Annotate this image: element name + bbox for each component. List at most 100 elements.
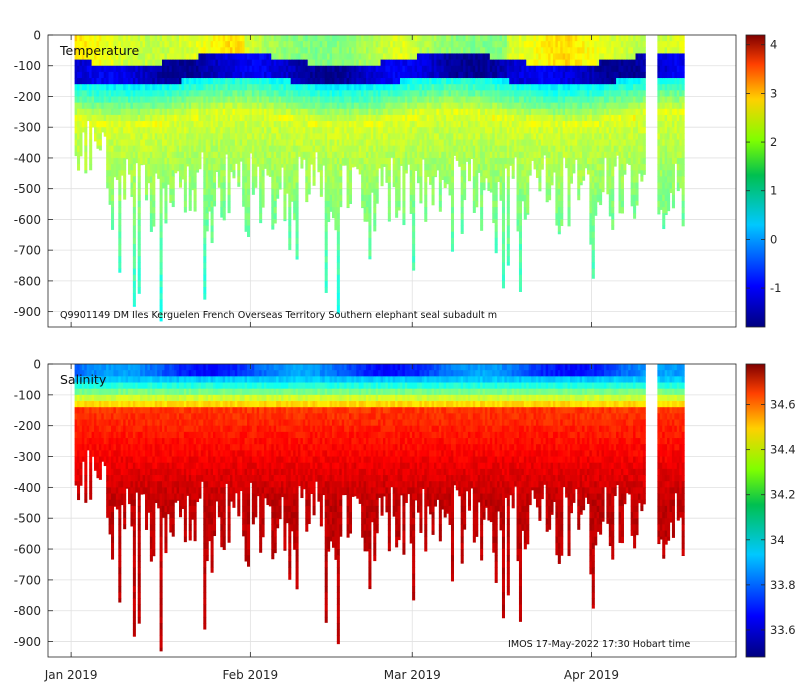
heatmap-cell — [138, 232, 141, 239]
heatmap-cell — [296, 232, 299, 239]
heatmap-cell — [337, 281, 340, 288]
heatmap-cell — [133, 281, 136, 288]
heatmap-cell — [232, 164, 235, 171]
heatmap-cell — [512, 164, 515, 171]
heatmap-cell — [123, 164, 126, 171]
heatmap-cell — [133, 201, 136, 208]
heatmap-cell — [402, 207, 405, 214]
heatmap-cell — [223, 213, 226, 220]
heatmap-cell — [118, 250, 121, 257]
heatmap-cell — [283, 207, 286, 214]
heatmap-cell — [172, 189, 175, 196]
heatmap-cell — [133, 256, 136, 263]
heatmap-cell — [507, 176, 510, 183]
heatmap-cell — [368, 207, 371, 214]
heatmap-cell — [381, 176, 384, 183]
heatmap-cell — [368, 201, 371, 208]
heatmap-cell — [475, 183, 478, 190]
heatmap-cell — [376, 170, 379, 177]
heatmap-cell — [368, 195, 371, 202]
heatmap-cell — [133, 293, 136, 300]
heatmap-cell — [133, 262, 136, 269]
heatmap-cell — [381, 183, 384, 187]
heatmap-cell — [507, 201, 510, 208]
heatmap-cell — [313, 158, 316, 165]
heatmap-cell — [223, 195, 226, 202]
heatmap-cell — [475, 195, 478, 202]
heatmap-cell — [412, 244, 415, 251]
heatmap-cell — [376, 183, 379, 190]
heatmap-cell — [480, 195, 483, 202]
heatmap-cell — [223, 158, 226, 165]
heatmap-cell — [339, 170, 342, 177]
heatmap-cell — [213, 183, 216, 190]
heatmap-cell — [133, 287, 136, 294]
heatmap-cell — [296, 219, 299, 226]
heatmap-cell — [288, 226, 291, 233]
heatmap-cell — [388, 201, 391, 208]
heatmap-cell — [463, 189, 466, 196]
heatmap-cell — [133, 250, 136, 257]
heatmap-cell — [461, 219, 464, 226]
heatmap-cell — [89, 158, 92, 165]
heatmap-cell — [247, 189, 250, 196]
heatmap-cell — [133, 170, 136, 177]
heatmap-cell — [138, 170, 141, 177]
heatmap-cell — [228, 189, 231, 196]
heatmap-cell — [337, 213, 340, 220]
heatmap-cell — [189, 207, 192, 211]
heatmap-cell — [232, 176, 235, 178]
heatmap-cell — [274, 201, 277, 208]
heatmap-cell — [463, 176, 466, 183]
heatmap-cell — [164, 195, 167, 202]
heatmap-cell — [507, 170, 510, 177]
heatmap-cell — [189, 195, 192, 202]
heatmap-cell — [276, 189, 279, 196]
heatmap-cell — [507, 219, 510, 226]
heatmap-cell — [461, 226, 464, 233]
heatmap-cell — [172, 195, 175, 202]
heatmap-cell — [111, 213, 114, 220]
heatmap-cell — [424, 189, 427, 196]
heatmap-cell — [194, 183, 197, 190]
heatmap-cell — [412, 170, 415, 177]
heatmap-cell — [288, 232, 291, 239]
heatmap-cell — [223, 189, 226, 196]
heatmap-cell — [405, 170, 408, 173]
heatmap-cell — [138, 183, 141, 190]
heatmap-cell — [424, 219, 427, 221]
heatmap-cell — [451, 213, 454, 220]
heatmap-cell — [412, 232, 415, 239]
heatmap-cell — [368, 232, 371, 239]
heatmap-cell — [398, 170, 401, 177]
heatmap-cell — [296, 226, 299, 233]
heatmap-cell — [223, 207, 226, 214]
heatmap-cell — [271, 226, 274, 230]
heatmap-cell — [203, 256, 206, 263]
heatmap-cell — [432, 176, 435, 183]
heatmap-cell — [160, 219, 163, 226]
heatmap-cell — [313, 176, 316, 183]
heatmap-cell — [133, 244, 136, 251]
heatmap-cell — [138, 201, 141, 208]
heatmap-cell — [138, 262, 141, 269]
heatmap-cell — [381, 170, 384, 177]
heatmap-cell — [84, 152, 87, 159]
heatmap-cell — [388, 213, 391, 220]
heatmap-cell — [194, 176, 197, 183]
heatmap-cell — [512, 158, 515, 165]
heatmap-cell — [99, 140, 102, 147]
heatmap-cell — [349, 170, 352, 177]
heatmap-cell — [412, 262, 415, 269]
heatmap-cell — [138, 226, 141, 233]
heatmap-cell — [84, 146, 87, 153]
heatmap-cell — [89, 133, 92, 140]
heatmap-cell — [296, 176, 299, 183]
heatmap-cell — [325, 238, 328, 245]
heatmap-cell — [451, 158, 454, 165]
heatmap-cell — [189, 201, 192, 208]
heatmap-cell — [118, 219, 121, 226]
heatmap-cell — [262, 170, 265, 177]
heatmap-cell — [288, 244, 291, 250]
heatmap-cell — [223, 201, 226, 208]
